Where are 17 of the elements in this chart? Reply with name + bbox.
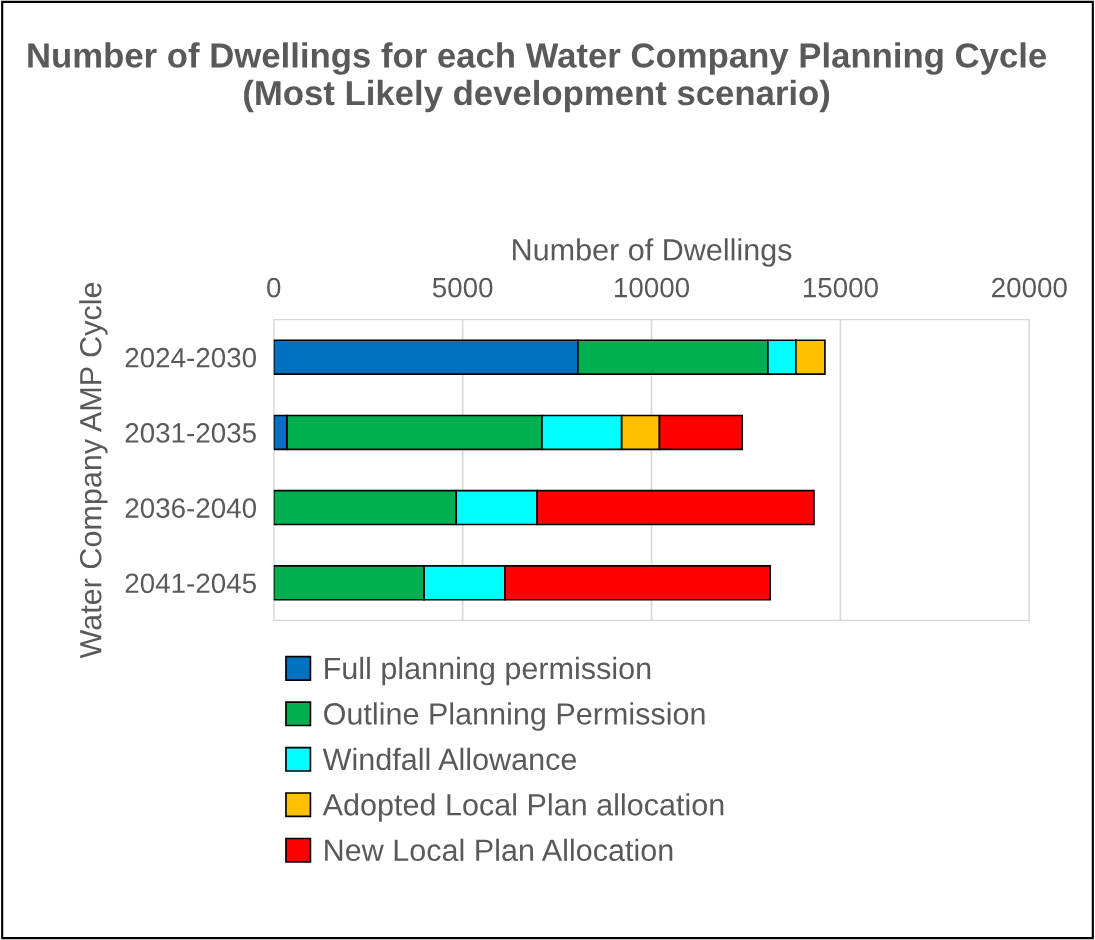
y-tick-label: 2036-2040 [125, 498, 257, 518]
legend-label: New Local Plan Allocation [325, 838, 673, 862]
y-tick-label: 2024-2030 [125, 347, 257, 368]
legend-label: Windfall Allowance [322, 747, 577, 771]
chart-title: Number of Dwellings for each Water Company Planning Cycle (Most Likely development scenario) [28, 42, 1047, 113]
x-axis-title: Number of Dwellings [513, 238, 792, 267]
y-axis-title: Water Company AMP Cycle [79, 282, 108, 659]
x-tick-label: 15000 [803, 277, 878, 298]
y-tick-label: 2031-2035 [125, 423, 256, 443]
x-tick-label: 20000 [992, 277, 1067, 298]
legend-label: Outline Planning Permission [324, 702, 705, 731]
legend-label: Adopted Local Plan allocation [322, 793, 724, 822]
legend-label: Full planning permission [325, 656, 651, 686]
x-tick-label: 5000 [432, 277, 493, 298]
x-tick-label: 10000 [615, 277, 690, 298]
x-tick-label: 0 [267, 277, 281, 298]
y-tick-label: 2041-2045 [125, 573, 256, 594]
